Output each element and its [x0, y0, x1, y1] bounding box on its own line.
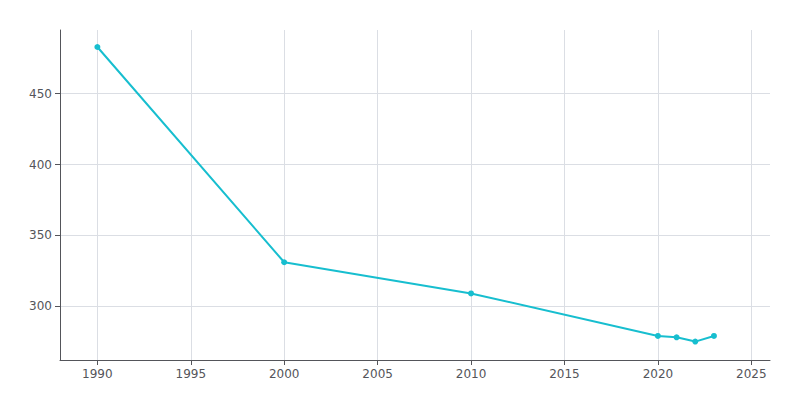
- svg-text:300: 300: [29, 299, 52, 313]
- svg-text:1995: 1995: [176, 367, 207, 381]
- svg-text:400: 400: [29, 158, 52, 172]
- svg-text:1990: 1990: [82, 367, 113, 381]
- svg-text:2000: 2000: [269, 367, 300, 381]
- svg-text:2010: 2010: [456, 367, 487, 381]
- svg-text:350: 350: [29, 228, 52, 242]
- svg-text:2015: 2015: [549, 367, 580, 381]
- svg-text:2020: 2020: [643, 367, 674, 381]
- svg-text:450: 450: [29, 87, 52, 101]
- svg-text:2025: 2025: [736, 367, 767, 381]
- svg-text:2005: 2005: [362, 367, 393, 381]
